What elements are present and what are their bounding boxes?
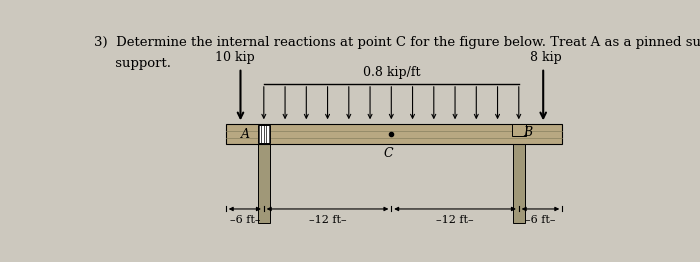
Text: –12 ft–: –12 ft– [309, 215, 346, 225]
Text: 3)  Determine the internal reactions at point C for the figure below. Treat A as: 3) Determine the internal reactions at p… [94, 36, 700, 50]
Text: A: A [241, 128, 251, 141]
Text: support.: support. [94, 57, 171, 70]
Bar [226, 124, 562, 144]
Bar [258, 124, 270, 223]
Text: –12 ft–: –12 ft– [436, 215, 474, 225]
Bar [512, 124, 526, 136]
Text: 8 kip: 8 kip [530, 51, 562, 64]
Text: –6 ft–: –6 ft– [230, 215, 260, 225]
Text: C: C [384, 148, 393, 160]
Text: B: B [523, 126, 532, 139]
Text: 0.8 kip/ft: 0.8 kip/ft [363, 66, 420, 79]
Bar [258, 125, 270, 143]
Text: 10 kip: 10 kip [215, 51, 255, 64]
Bar [513, 124, 525, 223]
Text: –6 ft–: –6 ft– [525, 215, 556, 225]
